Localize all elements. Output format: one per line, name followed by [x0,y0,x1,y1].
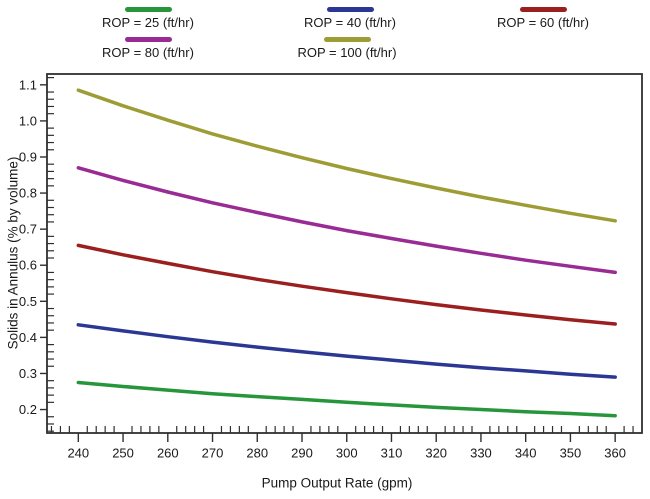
legend-label: ROP = 60 (ft/hr) [497,15,589,30]
x-tick-label: 260 [157,446,179,461]
legend-label: ROP = 100 (ft/hr) [297,45,397,60]
x-tick-label: 270 [202,446,224,461]
y-tick-label: 0.6 [19,258,37,273]
legend-swatch [124,37,172,42]
x-tick-label: 240 [67,446,89,461]
x-tick-label: 250 [112,446,134,461]
y-tick-label: 0.7 [19,222,37,237]
x-axis-label: Pump Output Rate (gpm) [262,476,413,491]
legend-swatch [124,7,172,12]
x-tick-label: 320 [425,446,447,461]
y-tick-label: 0.5 [19,294,37,309]
series-line-1 [76,323,617,379]
series-line-3 [76,166,617,275]
legend-label: ROP = 80 (ft/hr) [102,45,194,60]
legend-swatch [323,37,371,42]
legend-label: ROP = 25 (ft/hr) [102,15,194,30]
x-tick-label: 340 [515,446,537,461]
y-tick-label: 1.0 [19,113,37,128]
legend-item: ROP = 60 (ft/hr) [463,7,623,30]
legend-swatch [519,7,567,12]
legend-item: ROP = 100 (ft/hr) [267,37,427,60]
y-tick-label: 0.4 [19,330,37,345]
plot-border [46,73,643,434]
y-tick-label: 0.3 [19,366,37,381]
x-tick-label: 350 [560,446,582,461]
x-tick-label: 290 [291,446,313,461]
y-tick-label: 0.9 [19,149,37,164]
x-tick-label: 360 [604,446,626,461]
x-tick-label: 310 [381,446,403,461]
x-tick-label: 330 [470,446,492,461]
y-tick-label: 1.1 [19,77,37,92]
series-line-4 [76,88,617,223]
legend-swatch [326,7,374,12]
series-line-0 [76,380,617,418]
y-tick-label: 0.2 [19,402,37,417]
y-axis-label: Solids in Annulus (% by volume) [6,157,21,350]
x-tick-label: 300 [336,446,358,461]
legend-item: ROP = 40 (ft/hr) [270,7,430,30]
x-tick-label: 280 [246,446,268,461]
y-tick-label: 0.8 [19,186,37,201]
legend-item: ROP = 80 (ft/hr) [68,37,228,60]
legend-item: ROP = 25 (ft/hr) [68,7,228,30]
series-line-2 [76,243,617,326]
chart-legend: ROP = 25 (ft/hr) ROP = 40 (ft/hr) ROP = 60… [0,0,650,70]
legend-label: ROP = 40 (ft/hr) [304,15,396,30]
